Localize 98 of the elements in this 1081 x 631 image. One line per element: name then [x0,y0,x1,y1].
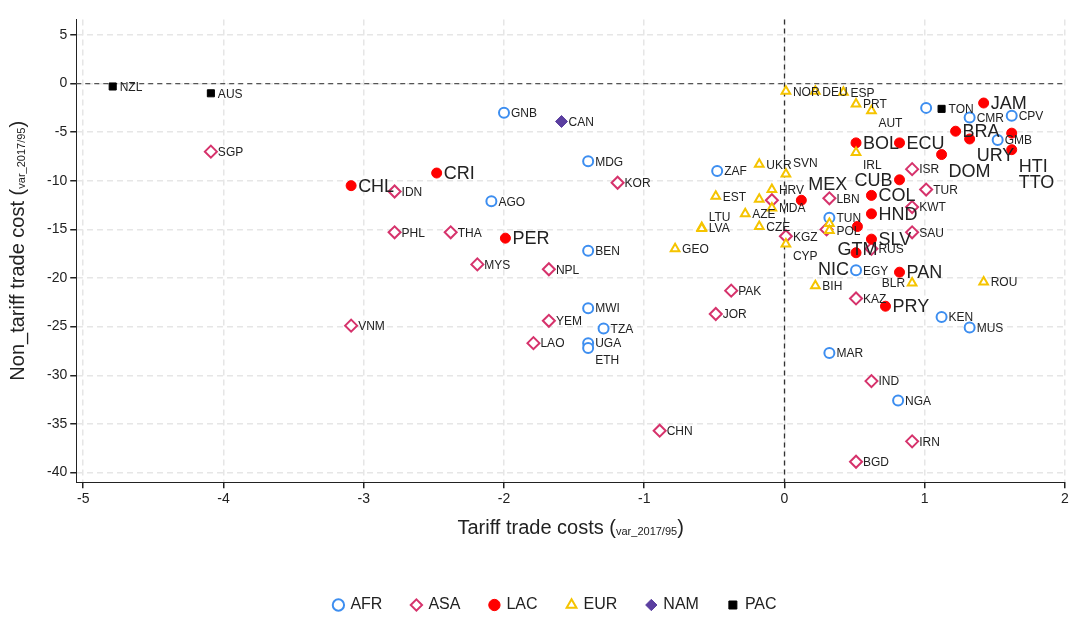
x-tick-label: -2 [497,490,511,507]
data-label: HRV [778,182,804,197]
data-label: UGA [595,336,622,351]
data-label: IRL [863,157,883,172]
data-label: COL [878,185,916,206]
y-tick-label: -30 [47,366,68,383]
y-tick-label: -40 [47,463,68,480]
data-label: CHN [666,423,693,438]
data-label: ECU [906,132,945,153]
data-label: UKR [766,157,792,172]
data-label: CRI [443,162,475,183]
data-label: BLR [881,276,906,291]
data-label: PAK [738,283,762,298]
data-label: THA [457,225,482,240]
x-tick-label: -5 [77,490,90,507]
data-label: ROU [990,275,1018,290]
data-label: CPV [1018,108,1044,123]
data-label: YEM [555,314,582,329]
y-tick-label: -15 [47,220,68,237]
data-label: MAR [836,346,864,361]
data-label: GEO [682,242,709,257]
data-label: MEX [808,173,848,194]
data-label: AUT [878,115,904,130]
x-tick-label: -1 [638,490,651,507]
data-label: PRT [863,97,888,112]
legend-label: AFR [350,595,383,613]
x-axis-title: Tariff trade costs (var_2017/95) [457,516,684,539]
data-label: KAZ [863,291,887,306]
data-label: CAN [568,114,594,129]
data-label: IRN [919,434,940,449]
data-label: PER [512,228,550,249]
y-tick-label: -10 [47,171,68,188]
data-label: SAU [919,225,944,240]
data-label: ISR [919,162,940,177]
x-tick-label: -4 [217,490,230,507]
data-label: PAN [906,262,943,283]
data-label: MYS [484,257,511,272]
legend-label: LAC [506,595,538,613]
data-label: CZE [766,219,791,234]
y-tick-label: -35 [47,414,68,431]
data-label: LBN [836,191,860,206]
data-label: AGO [498,194,526,209]
legend-label: PAC [744,595,777,613]
data-label: TZA [610,321,634,336]
data-label: NIC [818,259,850,280]
data-label: BEN [595,244,620,259]
x-tick-label: 0 [780,490,789,507]
data-label: BIH [822,279,843,294]
data-label: EGY [863,263,889,278]
data-label: PRY [892,296,930,317]
data-label: TUN [836,211,862,226]
data-label: KGZ [792,229,818,244]
data-label: LVA [708,220,730,235]
legend-label: NAM [663,595,699,613]
y-tick-label: 0 [59,74,68,91]
data-label: NPL [555,262,580,277]
data-label: ZAF [724,164,747,179]
y-tick-label: -20 [47,268,68,285]
data-label: IDN [401,184,423,199]
data-label: KOR [624,176,651,191]
data-label: AUS [217,86,243,101]
data-label: CHL [358,175,395,196]
data-label: ETH [595,352,620,367]
data-label: MWI [595,301,620,316]
data-label: KEN [948,310,974,325]
data-label: AZE [752,207,776,222]
x-tick-label: 2 [1061,490,1070,507]
data-label: SGP [217,144,244,159]
data-label: MDG [595,154,624,169]
data-label: TUR [933,182,959,197]
data-label: SVN [792,155,818,170]
data-label: NZL [119,79,143,94]
data-label: GNB [511,106,538,121]
data-label: PHL [401,225,426,240]
data-label: KWT [919,200,947,215]
y-tick-label: -25 [47,317,68,334]
data-label: BGD [863,455,890,470]
data-label: HND [878,203,918,224]
data-label: JOR [722,307,748,322]
data-label: GMB [1004,133,1033,148]
x-tick-label: -3 [357,490,371,507]
data-label: VNM [358,318,385,333]
legend-label: ASA [428,595,461,613]
data-label: LAO [540,336,565,351]
data-label: CYP [792,248,818,263]
y-tick-label: -5 [54,123,68,140]
data-label: NGA [905,393,932,408]
legend-label: EUR [583,595,618,613]
data-label: ESP [850,85,875,100]
data-label: IND [878,374,900,389]
data-label: DOM [948,160,991,181]
x-tick-label: 1 [920,490,929,507]
data-label: POL [836,223,861,238]
data-label: TON [948,102,974,117]
data-label: MUS [976,320,1004,335]
data-label: MDA [778,201,806,216]
data-label: EST [722,189,747,204]
y-tick-label: 5 [59,25,68,42]
